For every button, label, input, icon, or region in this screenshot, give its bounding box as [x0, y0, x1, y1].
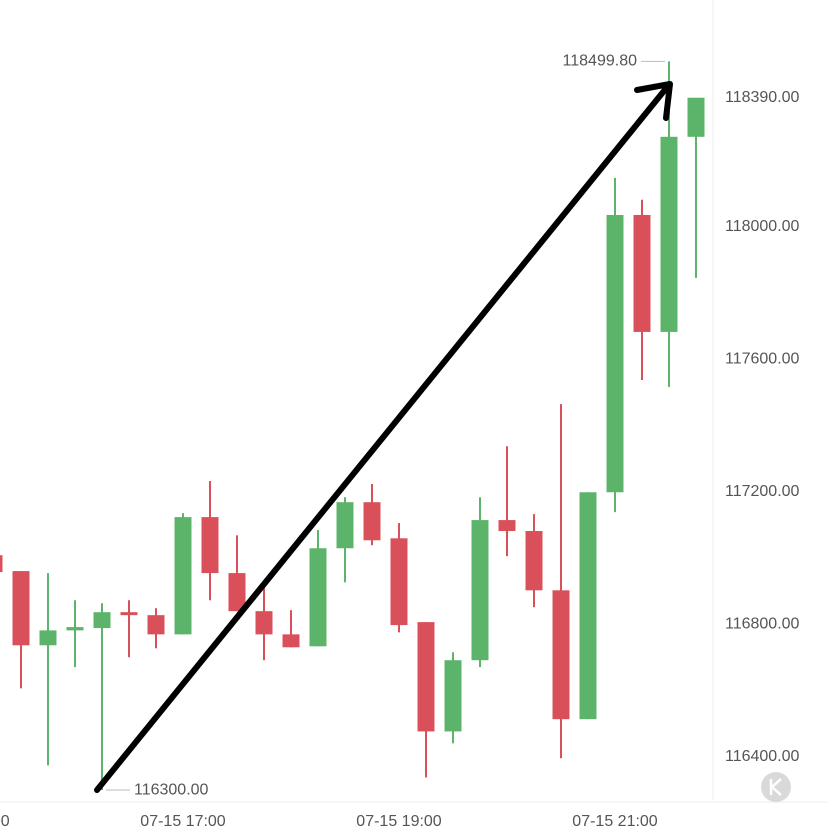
plot-area: [0, 61, 705, 791]
candle-body: [12, 571, 30, 646]
annotation-label: 118499.80: [563, 53, 638, 70]
candle-body: [147, 615, 165, 635]
candle-body: [498, 520, 516, 532]
candle-body: [66, 627, 84, 631]
candle-body: [255, 611, 273, 635]
y-tick-label: 117600.00: [725, 351, 800, 368]
y-tick-label: 118000.00: [725, 218, 800, 235]
x-tick-label: 07-15 21:00: [572, 813, 658, 830]
candle-body: [444, 660, 462, 732]
candle-body: [363, 502, 381, 541]
arrow-shaft: [94, 83, 671, 793]
y-tick-label: 116400.00: [725, 748, 800, 765]
last-price-label: 118390.00: [725, 89, 800, 106]
candle-body: [417, 622, 435, 732]
candle-body: [201, 517, 219, 574]
x-tick-label: 07-15 19:00: [356, 813, 442, 830]
kline-icon: [769, 778, 782, 796]
candle-body: [282, 634, 300, 648]
x-tick-label: 07-15 15:00: [0, 813, 10, 830]
candle-body: [39, 630, 57, 646]
candle-body: [336, 502, 354, 549]
candle-body: [525, 531, 543, 591]
trend-arrow: [94, 81, 673, 793]
y-tick-label: 116800.00: [725, 616, 800, 633]
candle-body: [309, 548, 327, 647]
y-tick-label: 117200.00: [725, 483, 800, 500]
candle-body: [552, 590, 570, 720]
annotation-label: 116300.00: [134, 781, 209, 798]
kline-button[interactable]: [761, 772, 791, 802]
candle-body: [0, 555, 3, 573]
candle-body: [687, 97, 705, 137]
candle-body: [174, 517, 192, 635]
candle-body: [120, 612, 138, 616]
candle-body: [633, 214, 651, 332]
x-tick-label: 07-15 17:00: [140, 813, 226, 830]
arrow-head: [634, 81, 673, 121]
candle-body: [471, 520, 489, 661]
candle-body: [579, 492, 597, 720]
candle-body: [606, 214, 624, 493]
candle-body: [93, 612, 111, 629]
candle-body: [228, 573, 246, 612]
candle-body: [660, 136, 678, 332]
candle-body: [390, 538, 408, 626]
kline-button-bg[interactable]: [761, 772, 791, 802]
